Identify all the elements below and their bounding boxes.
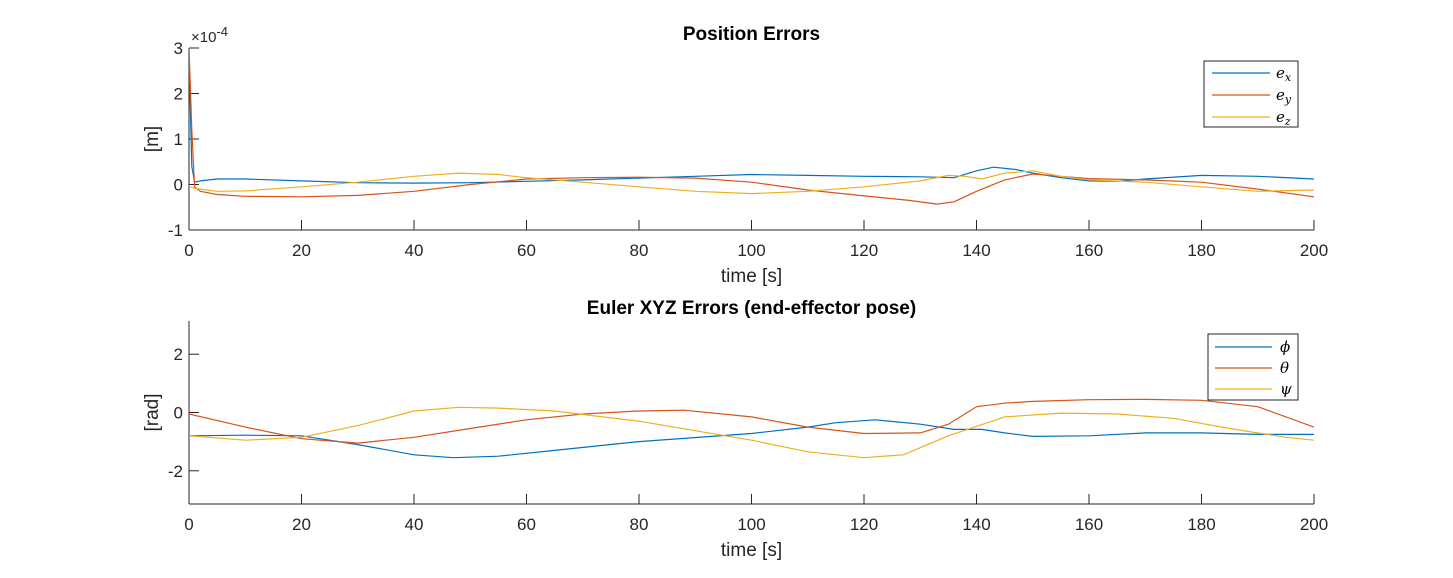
x-tick-label: 60 xyxy=(517,241,536,260)
series-line-3 xyxy=(189,170,1314,195)
y-tick-label: 3 xyxy=(174,39,183,58)
x-tick-label: 160 xyxy=(1075,515,1103,534)
subplot-2: Euler XYZ Errors (end-effector pose)0 20 4… xyxy=(142,298,1328,561)
x-tick-label: 100 xyxy=(737,515,765,534)
y-axis-label: [rad] xyxy=(142,393,163,431)
x-tick-label: 200 xyxy=(1300,515,1328,534)
x-tick-label: 160 xyxy=(1075,241,1103,260)
x-tick-label: 80 xyxy=(630,241,649,260)
legend-entry: θ xyxy=(1280,359,1289,377)
legend-box xyxy=(1203,60,1299,128)
x-axis-label: time [s] xyxy=(721,266,782,287)
plot-title: Euler XYZ Errors (end-effector pose) xyxy=(587,298,916,319)
x-tick-label: 20 xyxy=(292,241,311,260)
x-tick-label: 60 xyxy=(517,515,536,534)
x-tick-label: 120 xyxy=(850,241,878,260)
series-line-1 xyxy=(189,52,1314,184)
legend: ϕθψ xyxy=(1207,333,1299,401)
x-tick-label: 0 xyxy=(184,241,193,260)
plot-title: Position Errors xyxy=(683,24,820,45)
y-tick-label: -2 xyxy=(168,462,183,481)
x-tick-label: 20 xyxy=(292,515,311,534)
x-tick-label: 140 xyxy=(962,241,990,260)
x-tick-label: 180 xyxy=(1187,241,1215,260)
x-tick-label: 140 xyxy=(962,515,990,534)
x-tick-label: 100 xyxy=(737,241,765,260)
x-tick-label: 80 xyxy=(630,515,649,534)
series-line-3 xyxy=(189,406,1314,459)
y-tick-label: 2 xyxy=(174,345,183,364)
x-tick-label: 40 xyxy=(405,241,424,260)
y-tick-label: 0 xyxy=(174,404,183,423)
x-tick-label: 120 xyxy=(850,515,878,534)
x-axis-label: time [s] xyxy=(721,540,782,561)
series-line-1 xyxy=(189,419,1314,459)
y-tick-label: 1 xyxy=(174,130,183,149)
x-tick-label: 40 xyxy=(405,515,424,534)
x-tick-label: 180 xyxy=(1187,515,1215,534)
series-line-2 xyxy=(189,398,1314,444)
legend-entry: ϕ xyxy=(1280,338,1290,356)
x-tick-label: 200 xyxy=(1300,241,1328,260)
y-axis-label: [m] xyxy=(142,126,163,152)
y-tick-label: 0 xyxy=(174,176,183,195)
legend-entry: ψ xyxy=(1280,380,1292,398)
y-tick-label: 2 xyxy=(174,85,183,104)
series-line-2 xyxy=(189,47,1314,205)
y-tick-label: -1 xyxy=(168,221,183,240)
x-tick-label: 0 xyxy=(184,515,193,534)
y-exponent-label: ×10-4 xyxy=(191,24,228,46)
